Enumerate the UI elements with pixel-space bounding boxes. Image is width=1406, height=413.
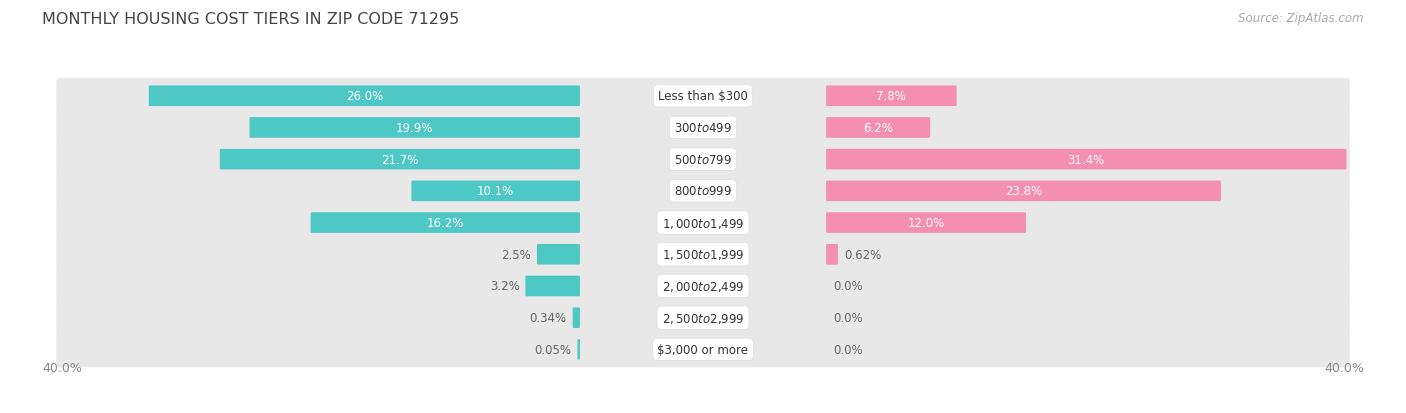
- FancyBboxPatch shape: [827, 86, 956, 107]
- Text: Less than $300: Less than $300: [658, 90, 748, 103]
- Text: 3.2%: 3.2%: [489, 280, 520, 293]
- Text: $800 to $999: $800 to $999: [673, 185, 733, 198]
- Text: 0.0%: 0.0%: [834, 280, 863, 293]
- Text: 0.05%: 0.05%: [534, 343, 572, 356]
- FancyBboxPatch shape: [56, 237, 1350, 273]
- FancyBboxPatch shape: [572, 308, 579, 328]
- Text: $1,500 to $1,999: $1,500 to $1,999: [662, 248, 744, 262]
- FancyBboxPatch shape: [412, 181, 579, 202]
- FancyBboxPatch shape: [827, 244, 838, 265]
- Text: MONTHLY HOUSING COST TIERS IN ZIP CODE 71295: MONTHLY HOUSING COST TIERS IN ZIP CODE 7…: [42, 12, 460, 27]
- FancyBboxPatch shape: [249, 118, 579, 138]
- FancyBboxPatch shape: [56, 110, 1350, 146]
- FancyBboxPatch shape: [56, 332, 1350, 368]
- FancyBboxPatch shape: [526, 276, 579, 297]
- Text: 31.4%: 31.4%: [1067, 153, 1105, 166]
- Text: $3,000 or more: $3,000 or more: [658, 343, 748, 356]
- FancyBboxPatch shape: [827, 150, 1347, 170]
- FancyBboxPatch shape: [537, 244, 579, 265]
- FancyBboxPatch shape: [149, 86, 579, 107]
- FancyBboxPatch shape: [56, 173, 1350, 209]
- Text: 0.34%: 0.34%: [530, 311, 567, 324]
- Text: 2.5%: 2.5%: [502, 248, 531, 261]
- Text: 26.0%: 26.0%: [346, 90, 382, 103]
- FancyBboxPatch shape: [578, 339, 579, 360]
- Text: 6.2%: 6.2%: [863, 122, 893, 135]
- FancyBboxPatch shape: [219, 150, 579, 170]
- Text: 21.7%: 21.7%: [381, 153, 419, 166]
- Text: 40.0%: 40.0%: [1324, 361, 1364, 375]
- FancyBboxPatch shape: [56, 142, 1350, 178]
- Text: 10.1%: 10.1%: [477, 185, 515, 198]
- FancyBboxPatch shape: [56, 205, 1350, 241]
- Text: 19.9%: 19.9%: [396, 122, 433, 135]
- FancyBboxPatch shape: [827, 181, 1220, 202]
- FancyBboxPatch shape: [56, 78, 1350, 114]
- Text: Source: ZipAtlas.com: Source: ZipAtlas.com: [1239, 12, 1364, 25]
- FancyBboxPatch shape: [56, 300, 1350, 336]
- Text: 0.62%: 0.62%: [844, 248, 882, 261]
- FancyBboxPatch shape: [827, 118, 931, 138]
- Text: $500 to $799: $500 to $799: [673, 153, 733, 166]
- Text: $1,000 to $1,499: $1,000 to $1,499: [662, 216, 744, 230]
- FancyBboxPatch shape: [827, 213, 1026, 233]
- Text: 12.0%: 12.0%: [907, 216, 945, 230]
- Text: $300 to $499: $300 to $499: [673, 122, 733, 135]
- Text: 7.8%: 7.8%: [876, 90, 907, 103]
- Text: $2,000 to $2,499: $2,000 to $2,499: [662, 279, 744, 293]
- FancyBboxPatch shape: [311, 213, 579, 233]
- Text: $2,500 to $2,999: $2,500 to $2,999: [662, 311, 744, 325]
- Text: 0.0%: 0.0%: [834, 311, 863, 324]
- Text: 40.0%: 40.0%: [42, 361, 82, 375]
- Text: 23.8%: 23.8%: [1005, 185, 1042, 198]
- Text: 16.2%: 16.2%: [426, 216, 464, 230]
- FancyBboxPatch shape: [56, 268, 1350, 304]
- Text: 0.0%: 0.0%: [834, 343, 863, 356]
